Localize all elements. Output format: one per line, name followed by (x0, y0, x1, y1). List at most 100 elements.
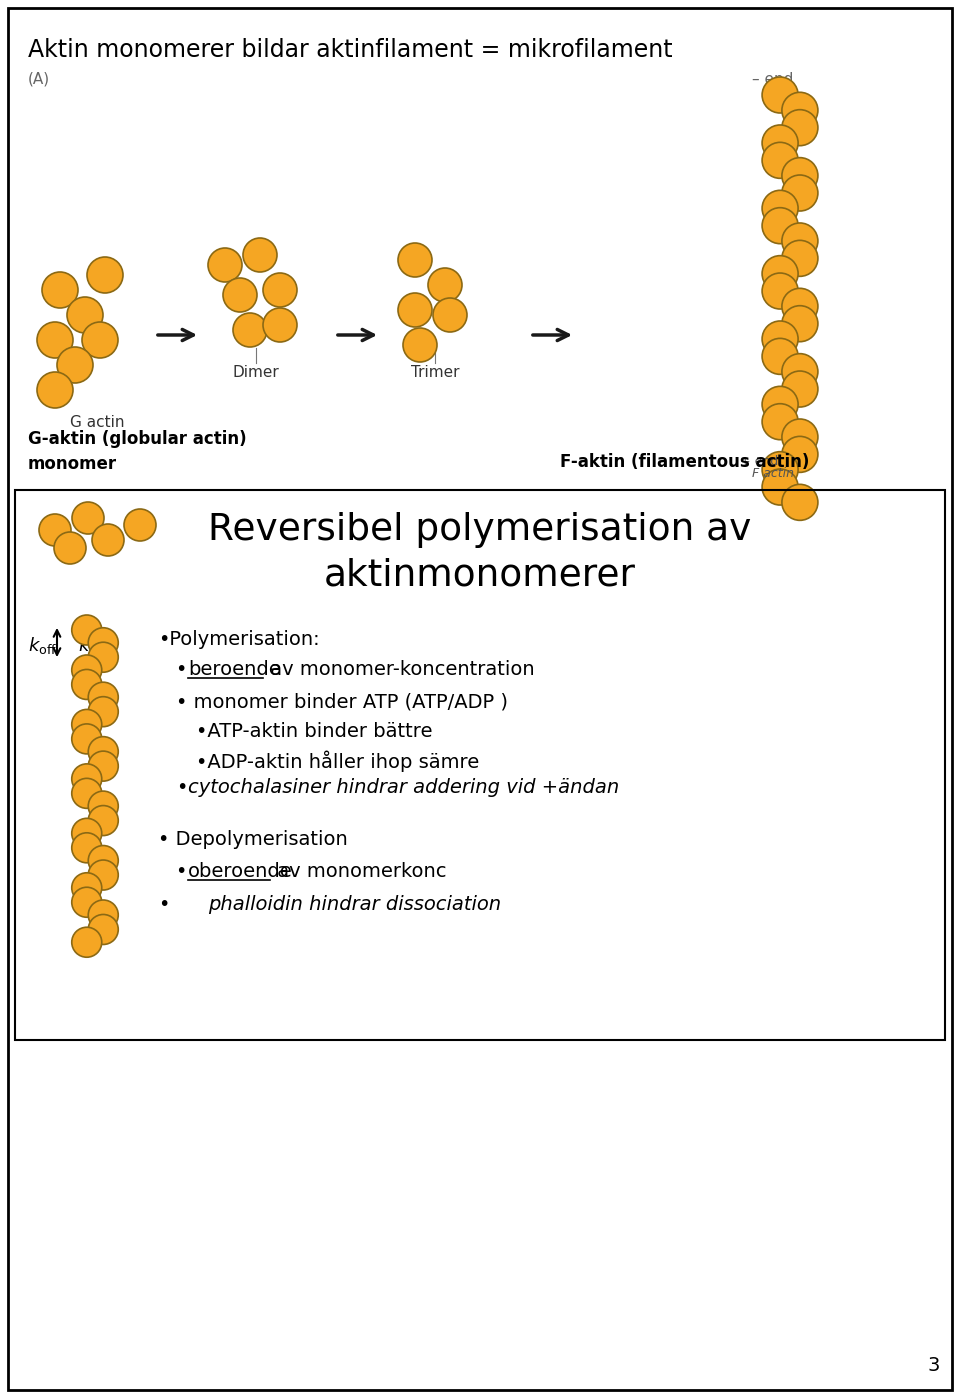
Circle shape (88, 914, 118, 945)
Text: phalloidin hindrar dissociation: phalloidin hindrar dissociation (208, 895, 501, 914)
Circle shape (67, 296, 103, 333)
Text: oberoende: oberoende (188, 863, 293, 881)
Text: aktinmonomerer: aktinmonomerer (324, 558, 636, 594)
Text: •: • (158, 895, 169, 914)
Circle shape (762, 190, 798, 226)
Circle shape (781, 175, 818, 211)
Circle shape (781, 288, 818, 324)
Circle shape (92, 524, 124, 556)
Circle shape (263, 308, 297, 343)
Circle shape (72, 833, 102, 863)
Circle shape (433, 298, 467, 331)
Circle shape (233, 313, 267, 347)
Text: Dimer: Dimer (232, 365, 279, 380)
Text: (A): (A) (28, 73, 50, 87)
Circle shape (37, 322, 73, 358)
Text: Aktin monomerer bildar aktinfilament = mikrofilament: Aktin monomerer bildar aktinfilament = m… (28, 38, 673, 62)
Text: – end: – end (752, 73, 793, 87)
Text: • Depolymerisation: • Depolymerisation (158, 830, 348, 849)
Circle shape (39, 514, 71, 547)
Circle shape (781, 370, 818, 407)
Text: av monomerkonc: av monomerkonc (271, 863, 446, 881)
Circle shape (72, 779, 102, 808)
Circle shape (781, 222, 818, 259)
Circle shape (781, 109, 818, 145)
Text: F-aktin (filamentous actin): F-aktin (filamentous actin) (560, 453, 809, 471)
Circle shape (781, 306, 818, 341)
Text: $k_{\rm on}$: $k_{\rm on}$ (78, 635, 105, 656)
Circle shape (762, 77, 798, 113)
Circle shape (72, 615, 102, 644)
Circle shape (208, 247, 242, 282)
Circle shape (762, 208, 798, 243)
Bar (15, 491, 945, 1040)
Circle shape (403, 329, 437, 362)
Circle shape (124, 509, 156, 541)
Circle shape (428, 268, 462, 302)
Circle shape (72, 927, 102, 958)
Circle shape (781, 240, 818, 277)
Circle shape (781, 484, 818, 520)
Text: beroende: beroende (188, 660, 280, 679)
Circle shape (88, 642, 118, 672)
Circle shape (781, 92, 818, 129)
Text: 3: 3 (927, 1356, 940, 1376)
Circle shape (762, 470, 798, 505)
Circle shape (88, 737, 118, 766)
Circle shape (781, 419, 818, 454)
Circle shape (781, 158, 818, 194)
Text: •ADP-aktin håller ihop sämre: •ADP-aktin håller ihop sämre (196, 749, 479, 772)
Circle shape (88, 791, 118, 821)
Circle shape (57, 347, 93, 383)
Circle shape (762, 256, 798, 292)
Circle shape (762, 338, 798, 375)
Circle shape (72, 818, 102, 849)
Circle shape (88, 628, 118, 657)
Circle shape (42, 273, 78, 308)
Circle shape (72, 872, 102, 903)
Circle shape (37, 372, 73, 408)
Circle shape (88, 805, 118, 836)
Circle shape (54, 533, 86, 563)
Text: G-aktin (globular actin)
monomer: G-aktin (globular actin) monomer (28, 431, 247, 473)
Circle shape (762, 322, 798, 356)
Circle shape (87, 257, 123, 294)
Circle shape (72, 888, 102, 917)
Circle shape (243, 238, 277, 273)
Circle shape (88, 900, 118, 930)
Text: •ATP-aktin binder bättre: •ATP-aktin binder bättre (196, 721, 433, 741)
Circle shape (398, 243, 432, 277)
Text: F actin: F actin (752, 467, 794, 480)
Circle shape (223, 278, 257, 312)
Circle shape (88, 751, 118, 781)
Circle shape (88, 682, 118, 712)
Circle shape (781, 436, 818, 473)
Circle shape (72, 502, 104, 534)
Circle shape (72, 670, 102, 699)
Text: • monomer binder ATP (ATP/ADP ): • monomer binder ATP (ATP/ADP ) (176, 692, 508, 712)
Text: Reversibel polymerisation av: Reversibel polymerisation av (208, 512, 752, 548)
Circle shape (263, 273, 297, 308)
Text: $k_{\rm off}$: $k_{\rm off}$ (28, 635, 58, 656)
Text: •Polymerisation:: •Polymerisation: (158, 630, 320, 649)
Circle shape (398, 294, 432, 327)
Circle shape (762, 452, 798, 488)
Text: •: • (176, 779, 187, 797)
Circle shape (762, 143, 798, 179)
Circle shape (762, 404, 798, 440)
Circle shape (781, 354, 818, 390)
Text: cytochalasiner hindrar addering vid +ändan: cytochalasiner hindrar addering vid +änd… (188, 779, 619, 797)
Circle shape (762, 124, 798, 161)
Circle shape (88, 860, 118, 891)
Circle shape (88, 846, 118, 875)
Text: Trimer: Trimer (411, 365, 459, 380)
Circle shape (72, 709, 102, 740)
Text: + end: + end (740, 454, 779, 468)
Circle shape (88, 696, 118, 727)
Circle shape (82, 322, 118, 358)
Text: •: • (176, 863, 194, 881)
Text: G actin: G actin (70, 415, 125, 431)
Circle shape (72, 763, 102, 794)
Circle shape (762, 273, 798, 309)
Text: av monomer-koncentration: av monomer-koncentration (264, 660, 535, 679)
